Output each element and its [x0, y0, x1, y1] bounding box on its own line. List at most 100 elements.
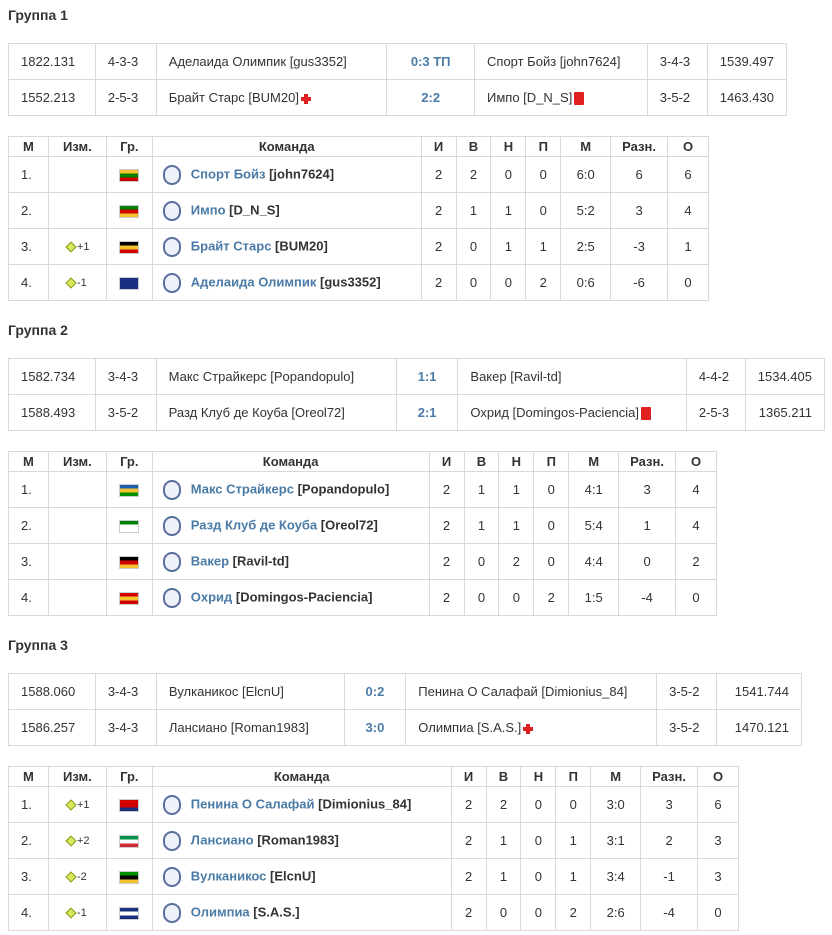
goals: 4:4 — [568, 543, 620, 580]
team-cell[interactable]: Брайт Старс [BUM20] — [151, 228, 422, 265]
points: 0 — [667, 264, 709, 301]
arrow-up-icon — [65, 240, 77, 253]
country-flag-icon — [119, 907, 140, 921]
team-name-link[interactable]: Вулканикос — [190, 867, 267, 883]
position: 2. — [8, 192, 49, 229]
points: 4 — [667, 192, 709, 229]
home-team-name: Разд Клуб де Коуба [Oreol72] — [168, 405, 345, 420]
team-cell[interactable]: Олимпиа [S.A.S.] — [151, 894, 452, 931]
draws: 2 — [498, 543, 535, 580]
match-score-link[interactable]: 0:3 ТП — [386, 43, 476, 80]
club-crest-icon — [162, 587, 181, 608]
standings-row: 1. +1 Пенина О Салафай [Dimionius_84] 2 2 0 0 3… — [8, 786, 739, 823]
team-cell[interactable]: Аделаида Олимпик [gus3352] — [151, 264, 422, 301]
games-played: 2 — [428, 507, 465, 544]
team-name-link[interactable]: Пенина О Салафай — [190, 795, 315, 811]
team-cell[interactable]: Импо [D_N_S] — [151, 192, 422, 229]
match-score-link[interactable]: 1:1 — [395, 358, 459, 395]
home-team[interactable]: Брайт Старс [BUM20] — [155, 79, 388, 116]
losses: 2 — [525, 264, 562, 301]
team-cell[interactable]: Вакер [Ravil-td] — [151, 543, 430, 580]
home-team[interactable]: Лансиано [Roman1983] — [155, 709, 345, 746]
away-team[interactable]: Спорт Бойз [john7624] — [474, 43, 648, 80]
points: 0 — [675, 579, 717, 616]
country-flag-icon — [119, 205, 140, 219]
country-flag-icon — [119, 520, 140, 534]
team-name-link[interactable]: Спорт Бойз — [190, 165, 266, 181]
away-team-name: Спорт Бойз [john7624] — [487, 54, 621, 69]
home-team[interactable]: Разд Клуб де Коуба [Oreol72] — [155, 394, 397, 431]
team-manager: [Roman1983] — [257, 831, 339, 847]
change-value: +1 — [76, 240, 90, 253]
goals: 6:0 — [560, 156, 612, 193]
team-cell[interactable]: Вулканикос [ElcnU] — [151, 858, 452, 895]
standings-row: 3. Вакер [Ravil-td] 2 0 2 0 4:4 0 2 — [8, 543, 717, 580]
away-rating: 1534.405 — [744, 358, 826, 395]
away-team[interactable]: Охрид [Domingos-Paciencia] — [457, 394, 687, 431]
losses: 0 — [533, 471, 570, 508]
goal-difference: -3 — [610, 228, 669, 265]
club-crest-icon — [162, 236, 181, 257]
home-team-name: Лансиано [Roman1983] — [168, 720, 309, 735]
team-name-link[interactable]: Брайт Старс — [190, 237, 272, 253]
match-score-link[interactable]: 2:1 — [395, 394, 459, 431]
away-rating: 1539.497 — [706, 43, 788, 80]
games-played: 2 — [420, 264, 457, 301]
home-team[interactable]: Вулканикос [ElcnU] — [155, 673, 345, 710]
home-team[interactable]: Аделаида Олимпик [gus3352] — [155, 43, 388, 80]
team-cell[interactable]: Лансиано [Roman1983] — [151, 822, 452, 859]
losses: 2 — [555, 894, 592, 931]
standings-row: 2. +2 Лансиано [Roman1983] 2 1 0 1 3:1 2 3 — [8, 822, 739, 859]
away-team[interactable]: Пенина О Салафай [Dimionius_84] — [405, 673, 658, 710]
away-formation: 3-5-2 — [646, 79, 708, 116]
away-rating: 1365.211 — [744, 394, 826, 431]
away-team-name: Импо [D_N_S] — [487, 89, 573, 105]
draws: 0 — [520, 822, 557, 859]
away-team[interactable]: Импо [D_N_S] — [474, 79, 648, 116]
draws: 0 — [520, 894, 557, 931]
position: 2. — [8, 822, 49, 859]
standings-row: 4. -1 Олимпиа [S.A.S.] 2 0 0 2 2:6 -4 0 — [8, 894, 739, 931]
away-team-name: Пенина О Салафай [Dimionius_84] — [418, 684, 628, 699]
goal-difference: -6 — [610, 264, 669, 301]
home-formation: 3-4-3 — [94, 673, 157, 710]
team-manager: [D_N_S] — [229, 201, 280, 217]
position: 2. — [8, 507, 49, 544]
country-flag-icon — [119, 871, 140, 885]
losses: 0 — [555, 786, 592, 823]
team-name-link[interactable]: Олимпиа — [190, 903, 250, 919]
team-name-link[interactable]: Разд Клуб де Коуба — [190, 516, 318, 532]
goals: 3:4 — [590, 858, 642, 895]
goal-difference: -1 — [640, 858, 699, 895]
away-team[interactable]: Вакер [Ravil-td] — [457, 358, 687, 395]
team-name-link[interactable]: Аделаида Олимпик — [190, 273, 317, 289]
match-score-link[interactable]: 3:0 — [343, 709, 407, 746]
position: 4. — [8, 894, 49, 931]
home-team[interactable]: Макс Страйкерс [Popandopulo] — [155, 358, 397, 395]
column-header: М — [8, 766, 49, 787]
standings-body: 1. +1 Пенина О Салафай [Dimionius_84] 2 2 0 0 3… — [8, 786, 739, 931]
team-name-link[interactable]: Лансиано — [190, 831, 254, 847]
team-name-link[interactable]: Вакер — [190, 552, 230, 568]
team-name-link[interactable]: Охрид — [190, 588, 233, 604]
standings-header-row: М Изм. Гр. Команда И В Н П М Разн. О — [8, 766, 739, 787]
country-flag-icon — [119, 484, 140, 498]
wins: 1 — [463, 471, 500, 508]
team-cell[interactable]: Макс Страйкерс [Popandopulo] — [151, 471, 430, 508]
position-change: -1 — [47, 894, 107, 931]
team-cell[interactable]: Пенина О Салафай [Dimionius_84] — [151, 786, 452, 823]
team-name-link[interactable]: Импо — [190, 201, 226, 217]
team-cell[interactable]: Спорт Бойз [john7624] — [151, 156, 422, 193]
team-name-link[interactable]: Макс Страйкерс — [190, 480, 294, 496]
team-manager: [Domingos-Paciencia] — [235, 588, 373, 604]
points: 4 — [675, 507, 717, 544]
away-team[interactable]: Олимпиа [S.A.S.] — [405, 709, 658, 746]
team-cell[interactable]: Охрид [Domingos-Paciencia] — [151, 579, 430, 616]
column-header: М — [8, 451, 49, 472]
team-cell[interactable]: Разд Клуб де Коуба [Oreol72] — [151, 507, 430, 544]
match-score-link[interactable]: 2:2 — [386, 79, 476, 116]
games-played: 2 — [420, 156, 457, 193]
match-score-link[interactable]: 0:2 — [343, 673, 407, 710]
country-flag-icon — [119, 277, 140, 291]
standings-body: 1. Спорт Бойз [john7624] 2 2 0 0 6:0 6 6 2. Импо [… — [8, 156, 709, 301]
